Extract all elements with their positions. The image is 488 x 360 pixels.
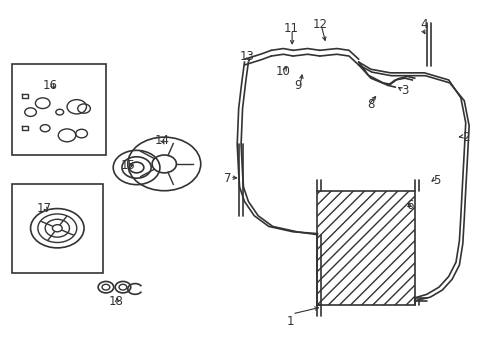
Text: 8: 8 [366, 99, 374, 112]
Text: 1: 1 [286, 315, 294, 328]
Text: 15: 15 [120, 159, 135, 172]
Text: 11: 11 [283, 22, 298, 35]
Text: 6: 6 [405, 198, 413, 212]
Bar [12, 64, 106, 155]
Bar [12, 184, 103, 273]
Text: 7: 7 [224, 172, 231, 185]
Text: 3: 3 [401, 84, 408, 97]
Text: 2: 2 [461, 131, 468, 144]
Text: 4: 4 [420, 18, 427, 31]
Text: 10: 10 [275, 64, 290, 77]
Text: 18: 18 [108, 295, 123, 308]
Text: 13: 13 [239, 50, 254, 63]
Text: 14: 14 [154, 134, 169, 147]
Text: 5: 5 [432, 174, 439, 186]
Text: 9: 9 [294, 79, 301, 92]
Text: 12: 12 [312, 18, 326, 31]
Text: 17: 17 [37, 202, 52, 215]
Bar [317, 191, 414, 305]
Text: 16: 16 [42, 79, 58, 92]
